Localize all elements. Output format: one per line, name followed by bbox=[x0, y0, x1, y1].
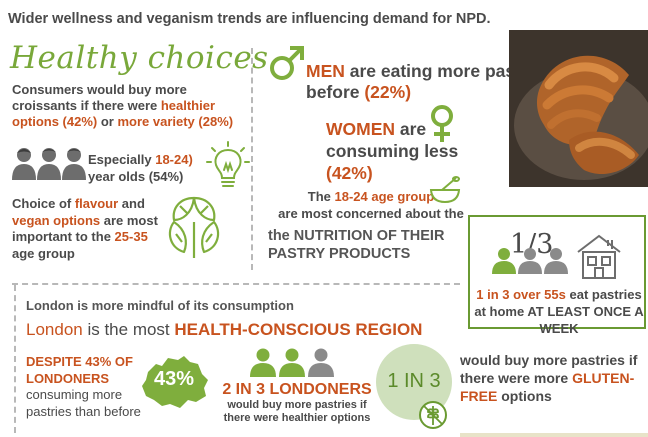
one-in-three-label: 1 IN 3 bbox=[387, 370, 441, 392]
london-mid: is the most bbox=[82, 320, 175, 339]
over-55-text: 1 in 3 over 55s eat pastries at home AT … bbox=[474, 286, 644, 337]
men-pct: (22%) bbox=[364, 82, 412, 102]
healthy-choices-text: Consumers would buy more croissants if t… bbox=[12, 82, 248, 130]
women-text: are consuming less bbox=[326, 119, 459, 161]
flavour-pre: Choice of bbox=[12, 196, 75, 211]
despite-text: consuming more pastries than before bbox=[26, 387, 141, 419]
especially-pre: Especially bbox=[88, 152, 156, 167]
age-highlight: 25-35 bbox=[114, 229, 148, 244]
especially-18-24: Especially 18-24) year olds (54%) bbox=[88, 151, 193, 185]
male-symbol-icon bbox=[270, 46, 304, 80]
nutrition-pre: the bbox=[268, 228, 294, 244]
two-in-three-sub: would buy more pastries if there were he… bbox=[223, 399, 371, 424]
house-icon bbox=[577, 234, 621, 279]
especially-highlight: 18-24) bbox=[155, 152, 193, 167]
two-in-three-londoners: 2 IN 3 LONDONERS would buy more pastries… bbox=[222, 380, 372, 425]
people-group-icon bbox=[250, 348, 334, 377]
basil-leaf-icon bbox=[168, 196, 220, 258]
page-header: Wider wellness and veganism trends are i… bbox=[8, 11, 491, 27]
nutrition-highlight: NUTRITION OF THEIR bbox=[293, 228, 445, 244]
vegan-highlight: vegan options bbox=[12, 212, 101, 228]
nutrition-text: the NUTRITION OF THEIR PASTRY PRODUCTS bbox=[268, 227, 444, 263]
croissant-illustration bbox=[509, 30, 648, 187]
hc-line2-highlight: more variety (28%) bbox=[117, 114, 234, 129]
horizontal-divider bbox=[12, 283, 460, 285]
despite-londoners: DESPITE 43% OF LONDONERS consuming more … bbox=[26, 354, 146, 420]
vertical-divider bbox=[251, 48, 253, 270]
men-highlight: MEN bbox=[306, 61, 345, 81]
women-pct: (42%) bbox=[326, 163, 373, 183]
london-divider bbox=[14, 285, 16, 433]
london-map-icon bbox=[142, 356, 208, 408]
london-mindful-heading: London is more mindful of its consumptio… bbox=[26, 298, 294, 313]
women-consuming-less: WOMEN are consuming less (42%) bbox=[326, 118, 506, 184]
gluten-highlight: GLUTEN-FREE bbox=[460, 370, 635, 404]
flavour-highlight: flavour bbox=[74, 196, 119, 211]
croissant-photo bbox=[509, 30, 648, 187]
hc-line1-highlight: healthier options (42%) bbox=[12, 98, 216, 129]
london-region-highlight: HEALTH-CONSCIOUS REGION bbox=[174, 320, 423, 339]
london-word: London bbox=[26, 320, 83, 339]
age-pre: The bbox=[307, 189, 335, 204]
map-percentage: 43% bbox=[153, 368, 195, 390]
over55-highlight: 1 in 3 over 55s bbox=[476, 287, 566, 302]
age-post: are most concerned about the bbox=[278, 206, 464, 221]
age-highlight-18-24: 18-24 age group bbox=[334, 189, 435, 204]
two-in-three-heading: 2 IN 3 LONDONERS bbox=[222, 381, 372, 398]
over55-text-body: eat pastries at home bbox=[474, 287, 642, 319]
age-group-concerned: The 18-24 age group are most concerned a… bbox=[271, 188, 471, 222]
over55-highlight2: AT LEAST ONCE A WEEK bbox=[527, 304, 644, 336]
flavour-mid: and bbox=[118, 196, 145, 211]
lightbulb-icon bbox=[206, 141, 250, 187]
especially-post: year olds (54%) bbox=[88, 169, 184, 184]
nutrition-line2: PASTRY PRODUCTS bbox=[268, 246, 411, 262]
gluten-free-text: would buy more pastries if there were mo… bbox=[460, 351, 640, 405]
gluten-pre: would buy more pastries if there were mo… bbox=[460, 352, 638, 386]
gluten-post: options bbox=[497, 388, 552, 404]
female-symbol-icon bbox=[431, 105, 453, 142]
gluten-free-icon bbox=[419, 401, 447, 429]
mixing-bowl-icon bbox=[429, 176, 461, 204]
women-highlight: WOMEN bbox=[326, 119, 396, 139]
hc-line1: Consumers would buy more croissants if t… bbox=[12, 82, 187, 113]
london-health-conscious: London is the most HEALTH-CONSCIOUS REGI… bbox=[26, 320, 422, 340]
people-group-icon bbox=[12, 148, 86, 180]
flavour-post: are most important to the bbox=[12, 212, 158, 245]
healthy-choices-title: Healthy choices bbox=[10, 40, 269, 76]
hc-line2: or bbox=[97, 114, 118, 129]
flavour-end: age group bbox=[12, 245, 75, 261]
flavour-vegan-text: Choice of flavour and vegan options are … bbox=[12, 196, 162, 262]
people-group-icon bbox=[492, 248, 568, 274]
bottom-strip bbox=[460, 433, 648, 437]
despite-highlight: DESPITE 43% OF LONDONERS bbox=[26, 354, 133, 386]
